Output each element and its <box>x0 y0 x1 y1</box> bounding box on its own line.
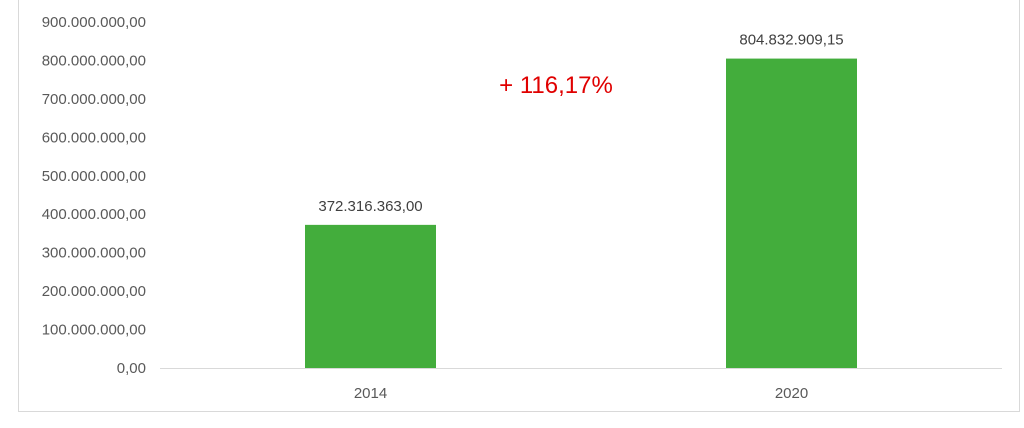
data-label-2014: 372.316.363,00 <box>318 198 422 215</box>
y-tick-label: 800.000.000,00 <box>42 52 146 69</box>
bar-2014 <box>305 224 436 368</box>
data-labels: 372.316.363,00 804.832.909,15 <box>318 32 843 215</box>
x-axis-ticks: 2014 2020 <box>354 385 808 402</box>
growth-annotation: + 116,17% <box>499 72 613 99</box>
x-tick-label: 2020 <box>775 385 808 402</box>
y-tick-label: 700.000.000,00 <box>42 91 146 108</box>
y-tick-label: 300.000.000,00 <box>42 245 146 262</box>
y-tick-label: 100.000.000,00 <box>42 322 146 339</box>
bars <box>305 58 857 369</box>
bar-2020 <box>726 58 857 369</box>
y-tick-label: 0,00 <box>117 360 146 377</box>
x-tick-label: 2014 <box>354 385 387 402</box>
y-axis-ticks: 0,00 100.000.000,00 200.000.000,00 300.000.… <box>42 14 146 377</box>
y-tick-label: 600.000.000,00 <box>42 129 146 146</box>
y-tick-label: 400.000.000,00 <box>42 206 146 223</box>
y-tick-label: 500.000.000,00 <box>42 168 146 185</box>
y-tick-label: 900.000.000,00 <box>42 14 146 31</box>
y-tick-label: 200.000.000,00 <box>42 283 146 300</box>
data-label-2020: 804.832.909,15 <box>739 32 843 49</box>
